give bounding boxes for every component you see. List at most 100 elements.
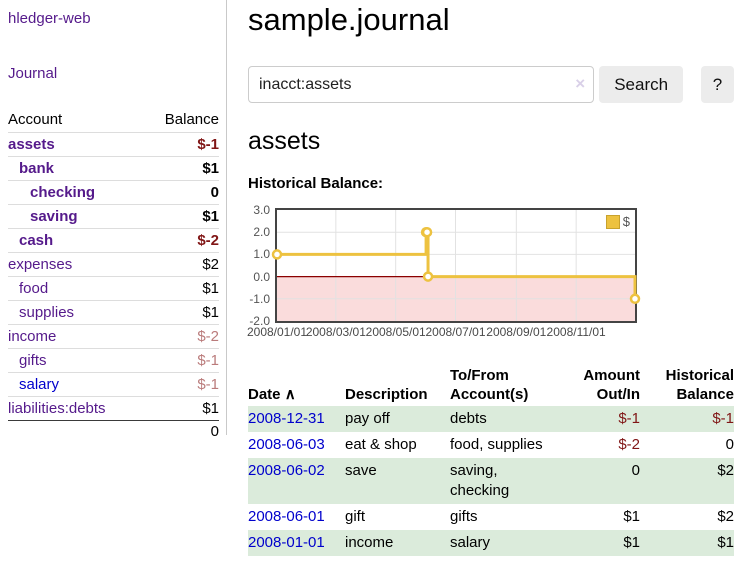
account-row: supplies $1 [8,301,219,325]
account-row: salary $-1 [8,373,219,397]
register-row[interactable]: 2008-06-01 gift gifts $1 $2 [248,504,734,530]
account-row: expenses $2 [8,253,219,277]
x-axis-tick-label: 2008/07/01 [425,325,486,339]
transaction-description: save [345,462,377,479]
transaction-balance: $2 [717,462,734,479]
account-link-cash[interactable]: cash [19,232,54,249]
transaction-balance: $1 [717,534,734,551]
help-button[interactable]: ? [701,66,734,103]
account-row: saving $1 [8,205,219,229]
x-axis-tick-label: 2008/05/01 [365,325,426,339]
transaction-description: gift [345,508,366,525]
transaction-date-link[interactable]: 2008-01-01 [248,534,325,551]
date-column-header[interactable]: Date ∧ [248,386,296,403]
accounts-table: Account Balance assets $-1 bank $1 checking 0… [8,107,219,442]
accounts-table-header: Account Balance [8,107,219,133]
account-section-title: assets [248,127,321,155]
series-swatch-icon [605,214,620,229]
chart-label: Historical Balance: [248,175,384,192]
clear-search-icon[interactable]: × [575,74,586,93]
transaction-description: income [345,534,394,551]
transaction-balance: 0 [725,436,734,453]
account-link-checking[interactable]: checking [30,184,96,201]
account-link-saving[interactable]: saving [30,208,78,225]
accounts-total-value: 0 [210,423,219,440]
account-balance: $-2 [197,232,219,249]
register-table: Date ∧ Description To/From Account(s) Am… [248,364,734,556]
transaction-date-link[interactable]: 2008-12-31 [248,410,325,427]
series-label: $ [622,214,630,229]
chart-legend: $ [603,213,632,230]
transaction-amount: $1 [623,508,640,525]
account-link-supplies[interactable]: supplies [19,304,75,321]
account-row: checking 0 [8,181,219,205]
sidebar-item-journal[interactable]: Journal [8,65,58,82]
transaction-accounts: food, supplies [450,436,543,453]
register-header-row: Date ∧ Description To/From Account(s) Am… [248,364,734,406]
chart-plot-area[interactable]: $ [271,208,641,323]
data-point-marker[interactable] [271,249,283,260]
main-content: sample.journal × Search ? assets Histori… [247,0,734,556]
accounts-total-row: 0 [8,421,219,442]
account-link-food[interactable]: food [19,280,49,297]
sort-ascending-icon: ∧ [284,386,296,403]
account-row: income $-2 [8,325,219,349]
search-box: × [248,66,595,103]
y-axis-tick-label: -2.0 [249,314,270,328]
account-link-income[interactable]: income [8,328,57,345]
balance-chart-svg[interactable] [271,210,641,321]
account-link-bank[interactable]: bank [19,160,55,177]
y-axis-tick-label: 2.0 [253,225,270,240]
transaction-accounts: salary [450,534,491,551]
search-input[interactable] [248,66,595,103]
amount-column-header: Amount Out/In [583,367,640,403]
sidebar: hledger-web Journal Account Balance asse… [0,0,227,440]
account-balance: 0 [210,184,219,201]
balance-column-header: Historical Balance [665,367,734,403]
account-row: bank $1 [8,157,219,181]
transaction-description: pay off [345,410,390,427]
account-column-header: Account [8,111,63,128]
account-balance: $-1 [197,352,219,369]
account-balance: $-2 [197,328,219,345]
x-axis-tick-label: 2008/09/01 [486,325,547,339]
data-point-marker[interactable] [422,271,434,282]
account-row: gifts $-1 [8,349,219,373]
account-link-salary[interactable]: salary [19,376,60,393]
search-button[interactable]: Search [599,66,684,103]
account-balance: $-1 [197,376,219,393]
transaction-date-link[interactable]: 2008-06-03 [248,436,325,453]
account-link-liabilities-debts[interactable]: liabilities:debts [8,400,106,417]
transaction-amount: $1 [623,534,640,551]
transaction-amount: $-1 [618,410,640,427]
transaction-date-link[interactable]: 2008-06-02 [248,462,325,479]
transaction-balance: $2 [717,508,734,525]
account-link-gifts[interactable]: gifts [19,352,47,369]
register-row[interactable]: 2008-06-03 eat & shop food, supplies $-2 0 [248,432,734,458]
transaction-date-link[interactable]: 2008-06-01 [248,508,325,525]
app-title-link[interactable]: hledger-web [8,10,91,27]
account-row: food $1 [8,277,219,301]
account-balance: $1 [202,160,219,177]
y-axis-tick-label: 1.0 [253,247,270,262]
accounts-column-header: To/From Account(s) [450,367,529,403]
register-row[interactable]: 2008-06-02 save saving, checking 0 $2 [248,458,734,504]
transaction-accounts: gifts [450,508,478,525]
page-title: sample.journal [248,2,450,37]
account-link-expenses[interactable]: expenses [8,256,73,273]
historical-balance-chart[interactable]: $ 3.0 2.0 1.0 0.0 -1.0 -2.0 2008/01/01 2008/03/… [240,202,734,344]
register-row[interactable]: 2008-12-31 pay off debts $-1 $-1 [248,406,734,432]
data-point-marker[interactable] [629,293,641,305]
account-link-assets[interactable]: assets [8,136,55,153]
account-balance: $1 [202,304,219,321]
transaction-amount: 0 [631,462,640,479]
data-point-marker[interactable] [421,226,433,238]
y-axis-tick-label: 3.0 [253,203,270,217]
y-axis-tick-label: -1.0 [249,291,270,306]
account-balance: $-1 [197,136,219,153]
register-row[interactable]: 2008-01-01 income salary $1 $1 [248,530,734,556]
account-row: liabilities:debts $1 [8,397,219,421]
account-row: assets $-1 [8,133,219,157]
account-balance: $1 [202,400,219,417]
